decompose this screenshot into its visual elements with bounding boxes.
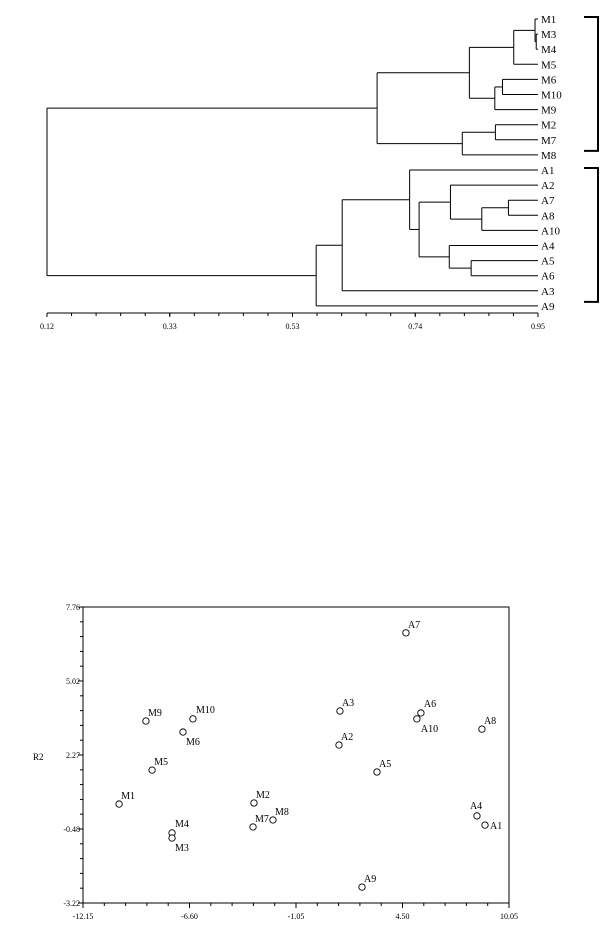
- leaf-label: A2: [541, 180, 554, 192]
- point-label: A1: [490, 821, 502, 832]
- point-label: M6: [186, 737, 200, 748]
- data-point: [402, 629, 410, 637]
- leaf-label: M1: [541, 14, 556, 26]
- leaf-label: M2: [541, 120, 556, 132]
- point-label: A8: [484, 716, 496, 727]
- point-label: A9: [364, 874, 376, 885]
- dendrogram: M1 M3 M4 M5 M6 M10 M9 M2 M7 M8 A1 A2 A7 A8 A10 A4 A5 A6 A3…: [40, 14, 599, 331]
- point-label: M1: [121, 791, 135, 802]
- data-point: [473, 812, 481, 820]
- data-point: [249, 823, 257, 831]
- data-point: [481, 821, 489, 829]
- x-tick-label: 10.05: [500, 912, 518, 921]
- data-point: [478, 725, 486, 733]
- data-point: [115, 800, 123, 808]
- data-point: [142, 717, 150, 725]
- x-tick-label: 0.33: [163, 322, 177, 331]
- point-label: M5: [154, 757, 168, 768]
- point-label: A3: [342, 698, 354, 709]
- data-point: [336, 707, 344, 715]
- group-bracket: [584, 16, 599, 152]
- leaf-label: M3: [541, 29, 557, 41]
- leaf-label: A7: [541, 195, 555, 207]
- data-point: [168, 834, 176, 842]
- data-point: [250, 799, 258, 807]
- data-point: [358, 883, 366, 891]
- leaf-label: M4: [541, 44, 557, 56]
- data-point: [417, 709, 425, 717]
- y-tick-label: -3.22: [63, 899, 80, 908]
- point-label: A10: [421, 724, 438, 735]
- y-tick-label: 7.76: [66, 603, 80, 612]
- point-label: A4: [470, 801, 482, 812]
- point-label: M7: [255, 814, 269, 825]
- x-tick-label: 0.95: [531, 322, 545, 331]
- leaf-label: M5: [541, 59, 557, 71]
- x-tick-label: -6.60: [181, 912, 198, 921]
- x-tick-label: -1.05: [288, 912, 305, 921]
- leaf-label: A3: [541, 286, 555, 298]
- leaf-label: A4: [541, 241, 555, 253]
- x-tick-label: 0.12: [40, 322, 54, 331]
- leaf-label: M6: [541, 74, 557, 86]
- point-label: A5: [379, 759, 391, 770]
- leaf-label: A1: [541, 165, 554, 177]
- y-axis-label: R2: [33, 752, 44, 762]
- y-tick-label: -0.48: [63, 825, 80, 834]
- point-label: M3: [175, 843, 189, 854]
- leaf-label: M7: [541, 135, 557, 147]
- point-label: A7: [408, 620, 420, 631]
- leaf-label: A5: [541, 256, 555, 268]
- leaf-label: A10: [541, 225, 560, 237]
- data-point: [179, 728, 187, 736]
- data-point: [269, 816, 277, 824]
- point-label: M8: [275, 807, 289, 818]
- y-tick-label: 5.02: [66, 677, 80, 686]
- leaf-label: A9: [541, 301, 555, 313]
- x-tick-label: 0.53: [286, 322, 300, 331]
- point-label: M4: [175, 819, 189, 830]
- point-label: A2: [341, 732, 353, 743]
- data-point: [189, 715, 197, 723]
- point-label: M2: [256, 790, 270, 801]
- leaf-label: M10: [541, 90, 562, 102]
- y-tick-label: 2.27: [66, 751, 80, 760]
- data-point: [373, 768, 381, 776]
- leaf-label: M8: [541, 150, 557, 162]
- group-bracket: [584, 167, 599, 303]
- leaf-label: A6: [541, 271, 555, 283]
- data-point: [148, 766, 156, 774]
- x-tick-label: -12.15: [73, 912, 94, 921]
- data-point: [335, 741, 343, 749]
- x-tick-label: 0.74: [408, 322, 422, 331]
- leaf-label: A8: [541, 210, 555, 222]
- point-label: A6: [424, 699, 436, 710]
- x-tick-label: 4.50: [396, 912, 410, 921]
- leaf-label: M9: [541, 105, 557, 117]
- point-label: M9: [148, 708, 162, 719]
- plot-frame: [82, 606, 510, 904]
- point-label: M10: [196, 705, 215, 716]
- data-point: [413, 715, 421, 723]
